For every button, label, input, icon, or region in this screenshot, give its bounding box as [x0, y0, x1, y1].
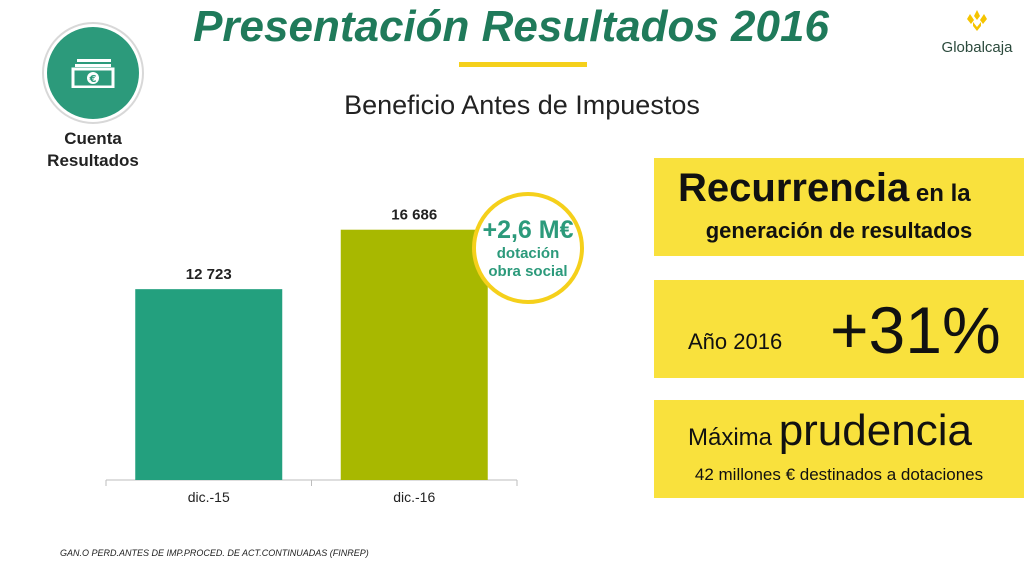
recurrencia-word: Recurrencia [678, 166, 910, 210]
callout-line1: dotación [496, 245, 560, 262]
recurrencia-suffix: en la [909, 180, 971, 207]
callout-value: +2,6 M€ [482, 216, 574, 244]
prudencia-box: Máxima prudencia 42 millones € destinado… [654, 400, 1024, 498]
bar-value-label-0: 12 723 [186, 266, 232, 283]
badge-label: Cuenta Resultados [20, 128, 166, 172]
x-tick-label-1: dic.-16 [393, 489, 435, 505]
banknote-euro-icon: € [71, 59, 115, 88]
bar-0 [135, 289, 283, 480]
globalcaja-logo: Globalcaja [936, 8, 1018, 58]
recurrencia-heading: Recurrencia en la [678, 166, 971, 211]
badge-label-line2: Resultados [47, 151, 139, 170]
callout-line2: obra social [488, 263, 568, 280]
svg-text:€: € [89, 74, 97, 85]
prudencia-heading: Máxima prudencia [688, 406, 972, 456]
bar-1 [340, 229, 488, 480]
x-tick-label-0: dic.-15 [188, 489, 230, 505]
section-badge: € [42, 22, 144, 124]
recurrencia-line2: generación de resultados [705, 218, 973, 243]
crecimiento-box: Año 2016 +31% [654, 280, 1024, 378]
bar-value-label-1: 16 686 [391, 207, 437, 224]
recurrencia-box: Recurrencia en la generación de resultad… [654, 158, 1024, 256]
logo-text: Globalcaja [941, 39, 1013, 56]
badge-background: € [47, 27, 139, 119]
badge-label-line1: Cuenta [64, 129, 122, 148]
crecimiento-percent: +31% [830, 293, 1001, 367]
footnote: GAN.O PERD.ANTES DE IMP.PROCED. DE ACT.C… [60, 548, 369, 558]
page-title: Presentación Resultados 2016 [193, 2, 829, 51]
wheat-logo-icon [967, 10, 987, 31]
title-underline [459, 62, 587, 67]
prudencia-word1: Máxima [688, 424, 779, 451]
prudencia-word2: prudencia [778, 406, 972, 455]
page-subtitle: Beneficio Antes de Impuestos [344, 90, 700, 120]
crecimiento-year: Año 2016 [688, 329, 783, 354]
obra-social-callout: +2,6 M€ dotación obra social [472, 192, 584, 304]
prudencia-line2: 42 millones € destinados a dotaciones [694, 465, 984, 484]
